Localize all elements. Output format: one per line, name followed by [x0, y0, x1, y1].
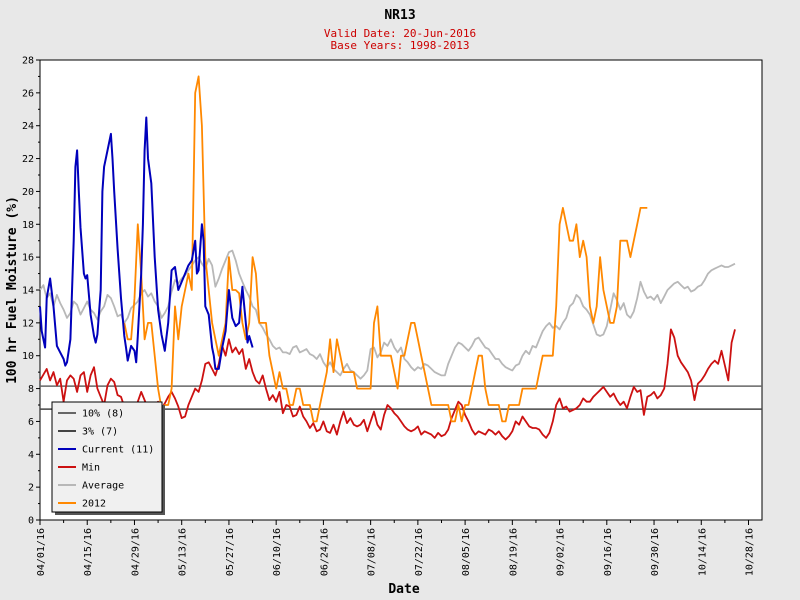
series-line-3 [123, 75, 648, 423]
y-tick-label-4: 8 [28, 384, 34, 395]
legend-label-1: 3% (7) [82, 427, 118, 438]
y-tick-label-0: 0 [28, 516, 34, 527]
x-axis: 04/01/16 04/15/16 04/29/16 05/13/16 05/27/16… [36, 520, 756, 576]
chart-title: NR13 [384, 8, 415, 23]
x-tick-label-11: 09/02/16 [556, 528, 567, 576]
y-axis-label: 100 hr Fuel Moisture (%) [5, 196, 20, 384]
x-tick-label-10: 08/19/16 [508, 528, 519, 576]
legend-label-4: Average [82, 481, 124, 492]
x-tick-label-6: 06/24/16 [319, 528, 330, 576]
y-tick-label-13: 26 [22, 88, 34, 99]
x-tick-label-2: 04/29/16 [130, 528, 141, 576]
y-tick-label-12: 24 [22, 121, 34, 132]
legend-label-5: 2012 [82, 499, 106, 510]
x-tick-label-7: 07/08/16 [367, 528, 378, 576]
series-line-2 [39, 249, 736, 380]
x-tick-label-14: 10/14/16 [697, 528, 708, 576]
x-tick-label-12: 09/16/16 [603, 528, 614, 576]
x-tick-label-13: 09/30/16 [650, 528, 661, 576]
y-tick-label-11: 22 [22, 154, 34, 165]
y-tick-label-8: 16 [22, 253, 34, 264]
y-tick-label-1: 2 [28, 483, 34, 494]
y-tick-label-10: 20 [22, 187, 34, 198]
x-tick-label-0: 04/01/16 [36, 528, 47, 576]
chart-subtitle-base-years: Base Years: 1998-2013 [330, 39, 469, 52]
legend-label-3: Min [82, 463, 100, 474]
y-tick-label-14: 28 [22, 56, 34, 67]
y-tick-label-2: 4 [28, 450, 34, 461]
x-tick-label-5: 06/10/16 [272, 528, 283, 576]
y-tick-label-5: 10 [22, 351, 34, 362]
chart-subtitle-valid-date: Valid Date: 20-Jun-2016 [324, 27, 476, 40]
y-tick-label-6: 12 [22, 318, 34, 329]
series-line-0 [39, 116, 254, 370]
x-tick-label-4: 05/27/16 [225, 528, 236, 576]
y-tick-label-7: 14 [22, 286, 34, 297]
y-tick-label-3: 6 [28, 417, 34, 428]
y-tick-label-9: 18 [22, 220, 34, 231]
x-tick-label-8: 07/22/16 [414, 528, 425, 576]
x-axis-label: Date [388, 582, 419, 597]
x-tick-label-1: 04/15/16 [83, 528, 94, 576]
x-tick-label-9: 08/05/16 [461, 528, 472, 576]
legend: 10% (8) 3% (7) Current (11) Min Average 2012 [51, 401, 165, 515]
legend-label-0: 10% (8) [82, 409, 124, 420]
x-tick-label-15: 10/28/16 [745, 528, 756, 576]
legend-box [51, 401, 163, 513]
legend-label-2: Current (11) [82, 445, 154, 456]
x-tick-label-3: 05/13/16 [178, 528, 189, 576]
